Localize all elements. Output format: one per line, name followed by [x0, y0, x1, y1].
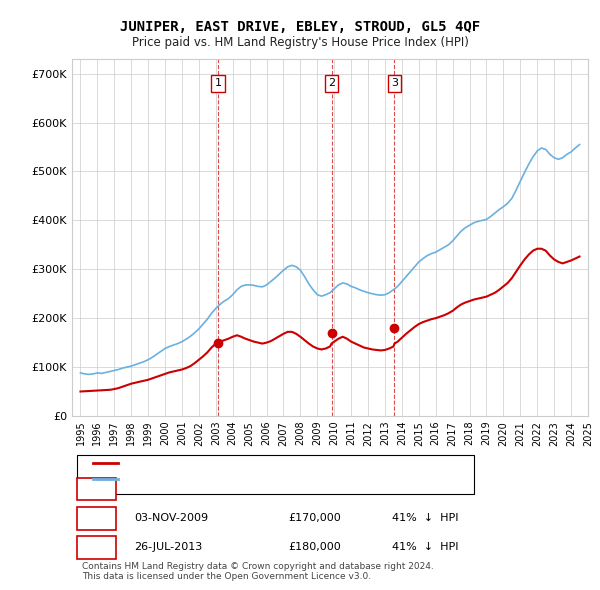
Text: £180,000: £180,000 — [289, 542, 341, 552]
Text: HPI: Average price, detached house, Stroud: HPI: Average price, detached house, Stro… — [126, 474, 339, 484]
Text: Price paid vs. HM Land Registry's House Price Index (HPI): Price paid vs. HM Land Registry's House … — [131, 36, 469, 49]
Text: 3: 3 — [391, 78, 398, 88]
Text: JUNIPER, EAST DRIVE, EBLEY, STROUD, GL5 4QF (detached house): JUNIPER, EAST DRIVE, EBLEY, STROUD, GL5 … — [126, 458, 451, 468]
Text: 41%  ↓  HPI: 41% ↓ HPI — [392, 513, 458, 523]
FancyBboxPatch shape — [77, 536, 116, 559]
Text: 26-JUL-2013: 26-JUL-2013 — [134, 542, 202, 552]
Text: 2: 2 — [328, 78, 335, 88]
Text: 37%  ↓  HPI: 37% ↓ HPI — [392, 484, 458, 494]
FancyBboxPatch shape — [77, 477, 116, 500]
Text: 41%  ↓  HPI: 41% ↓ HPI — [392, 542, 458, 552]
Text: JUNIPER, EAST DRIVE, EBLEY, STROUD, GL5 4QF: JUNIPER, EAST DRIVE, EBLEY, STROUD, GL5 … — [120, 19, 480, 34]
Text: 2: 2 — [92, 512, 100, 525]
Text: 19-FEB-2003: 19-FEB-2003 — [134, 484, 205, 494]
Text: 1: 1 — [92, 483, 100, 496]
Text: £150,000: £150,000 — [289, 484, 341, 494]
Text: 3: 3 — [92, 541, 100, 554]
Text: £170,000: £170,000 — [289, 513, 341, 523]
FancyBboxPatch shape — [77, 455, 475, 494]
FancyBboxPatch shape — [77, 507, 116, 530]
Text: Contains HM Land Registry data © Crown copyright and database right 2024.
This d: Contains HM Land Registry data © Crown c… — [82, 562, 434, 581]
Text: 03-NOV-2009: 03-NOV-2009 — [134, 513, 208, 523]
Text: 1: 1 — [215, 78, 221, 88]
